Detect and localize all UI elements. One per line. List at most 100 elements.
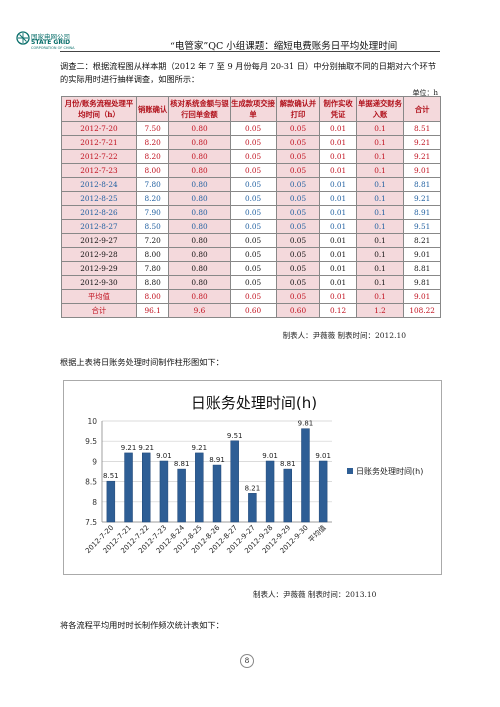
table-cell: 7.20	[135, 233, 170, 248]
table-cell: 0.05	[275, 135, 321, 150]
table-cell: 7.80	[135, 261, 170, 276]
table-body: 2012-7-20 7.50 0.80 0.05 0.05 0.01 0.1 8.51 2012…	[61, 121, 441, 318]
table-cell: 0.05	[275, 191, 321, 206]
bar	[106, 480, 116, 523]
table-row: 2012-7-20 7.50 0.80 0.05 0.05 0.01 0.1 8.51	[61, 121, 441, 136]
data-label: 9.51	[227, 432, 243, 440]
table-cell: 0.01	[319, 289, 357, 304]
table-cell: 8.20	[135, 149, 170, 164]
legend-label: 日账务处理时间(h)	[356, 466, 423, 476]
header-divider	[60, 51, 440, 52]
table-cell: 0.05	[275, 247, 321, 262]
table-cell: 8.91	[403, 205, 441, 220]
table-row: 2012-9-29 7.80 0.80 0.05 0.05 0.01 0.1 8.81	[61, 261, 441, 276]
table-cell: 0.05	[229, 247, 277, 262]
table-header-row: 月份/账务流程处理平均时间（h） 销账确认 核对系统金额与银行回单金额 生成款项交接单…	[61, 96, 441, 122]
bar	[301, 428, 310, 523]
table-cell: 0.80	[168, 205, 231, 220]
table-row: 2012-9-30 8.80 0.80 0.05 0.05 0.01 0.1 9.81	[61, 275, 441, 290]
column-header: 制作实收凭证	[319, 96, 357, 122]
table-cell: 0.80	[168, 135, 231, 150]
data-label: 9.81	[298, 420, 314, 428]
column-header: 生成款项交接单	[229, 96, 277, 122]
time-survey-table: 月份/账务流程处理平均时间（h） 销账确认 核对系统金额与银行回单金额 生成款项交接单…	[61, 96, 441, 318]
table-cell: 0.1	[355, 121, 405, 136]
table-cell: 0.1	[355, 149, 405, 164]
table-cell: 9.21	[403, 191, 441, 206]
table-cell: 2012-7-23	[61, 163, 137, 178]
data-label: 8.21	[245, 484, 261, 492]
table-cell: 2012-7-20	[61, 121, 137, 136]
data-label: 8.91	[209, 456, 225, 464]
table-cell: 0.01	[319, 233, 357, 248]
table-cell: 0.05	[275, 289, 321, 304]
table-cell: 0.1	[355, 289, 405, 304]
table-cell: 0.12	[319, 303, 357, 318]
table-cell: 0.1	[355, 205, 405, 220]
table-cell: 0.05	[275, 121, 321, 136]
table-cell: 9.21	[403, 135, 441, 150]
column-header: 销账确认	[135, 96, 170, 122]
table-cell: 0.01	[319, 219, 357, 234]
chart-intro-paragraph: 根据上表将日账务处理时间制作柱形图如下：	[60, 357, 224, 367]
table-cell: 9.81	[403, 275, 441, 290]
document-header-title: “电管家”QC 小组课题：缩短电费账务日平均处理时间	[170, 41, 398, 52]
table-cell: 0.01	[319, 149, 357, 164]
chart-caption: 制表人：尹薇薇 制表时间：2013.10	[253, 590, 377, 599]
column-header: 核对系统金额与银行回单金额	[168, 96, 231, 122]
table-cell: 0.80	[168, 191, 231, 206]
table-cell: 0.05	[275, 163, 321, 178]
bar	[159, 460, 169, 523]
data-label: 9.01	[315, 452, 331, 460]
table-cell: 8.20	[135, 191, 170, 206]
data-label: 8.51	[103, 472, 119, 480]
table-row: 2012-7-23 8.00 0.80 0.05 0.05 0.01 0.1 9.01	[61, 163, 441, 178]
table-cell: 8.21	[403, 233, 441, 248]
column-header: 合计	[403, 96, 441, 122]
table-row: 2012-7-22 8.20 0.80 0.05 0.05 0.01 0.1 9.21	[61, 149, 441, 164]
table-cell: 7.50	[135, 121, 170, 136]
table-cell: 0.05	[275, 261, 321, 276]
table-cell: 0.05	[229, 191, 277, 206]
state-grid-logo-icon	[16, 31, 30, 45]
table-cell: 0.01	[319, 121, 357, 136]
closing-paragraph: 将各流程平均用时时长制作频次统计表如下：	[60, 620, 224, 630]
table-cell: 0.01	[319, 275, 357, 290]
table-cell: 0.01	[319, 135, 357, 150]
y-tick-label: 9.5	[85, 437, 97, 446]
table-cell: 0.1	[355, 163, 405, 178]
data-label: 8.81	[174, 460, 190, 468]
table-cell: 7.80	[135, 177, 170, 192]
data-label: 9.01	[262, 452, 278, 460]
column-header: 单据递交财务入账	[355, 96, 405, 122]
table-cell: 0.05	[275, 149, 321, 164]
column-header: 月份/账务流程处理平均时间（h）	[61, 96, 137, 122]
table-cell: 8.00	[135, 163, 170, 178]
table-cell: 0.05	[229, 177, 277, 192]
table-row: 2012-7-21 8.20 0.80 0.05 0.05 0.01 0.1 9.21	[61, 135, 441, 150]
table-cell: 8.51	[403, 121, 441, 136]
y-tick-label: 8	[92, 498, 97, 507]
table-cell: 0.1	[355, 247, 405, 262]
bar	[248, 493, 257, 523]
table-cell: 0.1	[355, 233, 405, 248]
table-cell: 0.05	[275, 177, 321, 192]
chart-title: 日账务处理时间(h)	[191, 394, 317, 412]
table-cell: 9.51	[403, 219, 441, 234]
table-row: 2012-9-28 8.00 0.80 0.05 0.05 0.01 0.1 9.01	[61, 247, 441, 262]
table-cell: 0.01	[319, 205, 357, 220]
table-cell: 9.01	[403, 247, 441, 262]
table-cell: 0.01	[319, 191, 357, 206]
bar	[195, 452, 204, 523]
table-cell: 0.05	[275, 219, 321, 234]
table-cell: 2012-9-29	[61, 261, 137, 276]
table-cell: 0.01	[319, 177, 357, 192]
table-cell: 2012-9-30	[61, 275, 137, 290]
table-cell: 合计	[61, 303, 137, 318]
table-cell: 2012-8-27	[61, 219, 137, 234]
table-cell: 8.81	[403, 261, 441, 276]
bar	[142, 452, 151, 523]
table-cell: 9.01	[403, 163, 441, 178]
table-row: 2012-8-27 8.50 0.80 0.05 0.05 0.01 0.1 9.51	[61, 219, 441, 234]
data-label: 9.21	[138, 444, 154, 452]
